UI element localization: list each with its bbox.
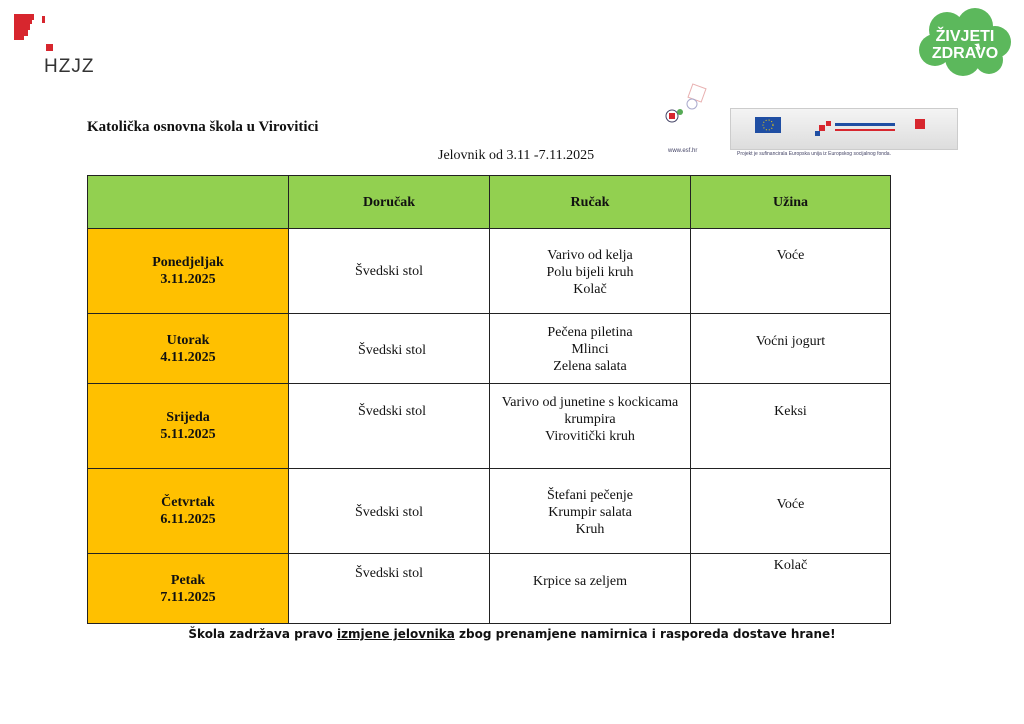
- day-cell: Petak 7.11.2025: [87, 553, 289, 624]
- dish: Kruh: [575, 522, 605, 537]
- menu-period: Jelovnik od 3.11 -7.11.2025: [438, 148, 595, 163]
- rucak-cell: Krpice sa zeljem: [489, 553, 691, 624]
- footer-underlined: izmjene jelovnika: [336, 627, 455, 641]
- dish: Voće: [776, 497, 805, 512]
- logo-line-1: ŽIVJETI: [935, 28, 995, 45]
- day-name: Utorak: [166, 332, 210, 348]
- logo-line-2: ZDRAVO: [931, 45, 999, 62]
- day-date: 4.11.2025: [160, 349, 216, 365]
- uzina-cell: Voće: [690, 228, 891, 314]
- esf-banner: [730, 108, 958, 150]
- dish: Švedski stol: [354, 566, 424, 581]
- eu-flag-icon: [755, 117, 925, 136]
- dish: Štefani pečenje: [547, 488, 633, 503]
- dish: Švedski stol: [354, 505, 424, 520]
- dish: Švedski stol: [357, 343, 427, 358]
- dish: Kolač: [773, 558, 808, 573]
- hzjz-logo-text: HZJZ: [44, 56, 95, 77]
- zivjeti-zdravo-cloud-icon: [919, 8, 1011, 76]
- dish: Krumpir salata: [548, 505, 632, 520]
- day-name: Četvrtak: [161, 495, 215, 510]
- header-rucak: Ručak: [489, 175, 691, 229]
- uzina-cell: Voćni jogurt: [690, 313, 891, 384]
- dish: Varivo od junetine s kockicama: [501, 395, 679, 410]
- dish: Švedski stol: [354, 264, 424, 279]
- day-name: Srijeda: [166, 410, 210, 425]
- day-name: Petak: [170, 572, 206, 588]
- uzina-cell: Voće: [690, 468, 891, 554]
- rucak-cell: Varivo od junetine s kockicama krumpira Vi…: [489, 383, 691, 469]
- dish: Voće: [776, 248, 805, 263]
- day-cell: Ponedjeljak 3.11.2025: [87, 228, 289, 314]
- zivjeti-zdravo-logo: ŽIVJETI ZDRAVO: [917, 28, 1013, 62]
- day-cell: Srijeda 5.11.2025: [87, 383, 289, 469]
- footer-note: Škola zadržava pravo izmjene jelovnika z…: [0, 627, 1024, 641]
- dish: Švedski stol: [357, 404, 427, 419]
- dish: Polu bijeli kruh: [546, 265, 634, 280]
- day-name: Ponedjeljak: [152, 255, 224, 270]
- esf-flower-icon: [665, 83, 707, 123]
- dish: Mlinci: [571, 342, 609, 357]
- day-date: 5.11.2025: [160, 427, 216, 442]
- dorucak-cell: Švedski stol: [288, 468, 490, 554]
- rucak-cell: Varivo od kelja Polu bijeli kruh Kolač: [489, 228, 691, 314]
- footer-part1: Škola zadržava pravo: [188, 627, 337, 641]
- dish: Virovitički kruh: [545, 429, 635, 444]
- day-date: 7.11.2025: [160, 589, 216, 605]
- dish: Krpice sa zeljem: [532, 574, 628, 589]
- esf-url: www.esf.hr: [668, 148, 698, 154]
- dish: Zelena salata: [553, 359, 627, 374]
- header-empty: [87, 175, 289, 229]
- school-name: Katolička osnovna škola u Virovitici: [87, 119, 319, 135]
- esf-note: Projekt je sufinancirala Europska unija …: [737, 151, 891, 157]
- dish: Keksi: [774, 404, 807, 419]
- rucak-cell: Pečena piletina Mlinci Zelena salata: [489, 313, 691, 384]
- day-cell: Četvrtak 6.11.2025: [87, 468, 289, 554]
- day-cell: Utorak 4.11.2025: [87, 313, 289, 384]
- dorucak-cell: Švedski stol: [288, 553, 490, 624]
- rucak-cell: Štefani pečenje Krumpir salata Kruh: [489, 468, 691, 554]
- dish: krumpira: [564, 412, 616, 427]
- hzjz-logo-icon: [14, 14, 53, 51]
- dish: Kolač: [573, 282, 607, 297]
- header-uzina: Užina: [690, 175, 891, 229]
- day-date: 3.11.2025: [160, 272, 216, 287]
- dorucak-cell: Švedski stol: [288, 228, 490, 314]
- dish: Voćni jogurt: [755, 334, 826, 349]
- footer-part2: zbog prenamjene namirnica i rasporeda do…: [454, 627, 836, 641]
- header-dorucak: Doručak: [288, 175, 490, 229]
- dish: Pečena piletina: [547, 325, 633, 340]
- uzina-cell: Keksi: [690, 383, 891, 469]
- dorucak-cell: Švedski stol: [288, 383, 490, 469]
- dish: Varivo od kelja: [547, 248, 633, 263]
- dorucak-cell: Švedski stol: [288, 313, 490, 384]
- day-date: 6.11.2025: [160, 512, 216, 527]
- uzina-cell: Kolač: [690, 553, 891, 624]
